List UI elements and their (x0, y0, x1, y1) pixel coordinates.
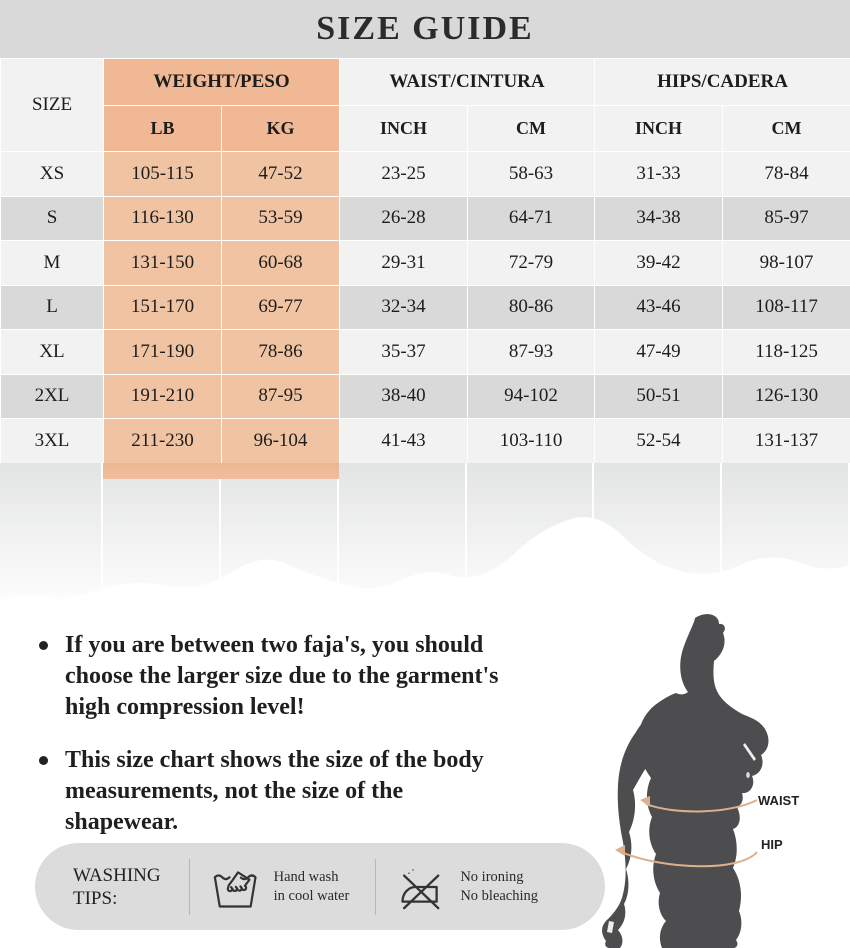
svg-text:WAIST: WAIST (758, 793, 799, 808)
svg-text:HIP: HIP (761, 837, 783, 852)
